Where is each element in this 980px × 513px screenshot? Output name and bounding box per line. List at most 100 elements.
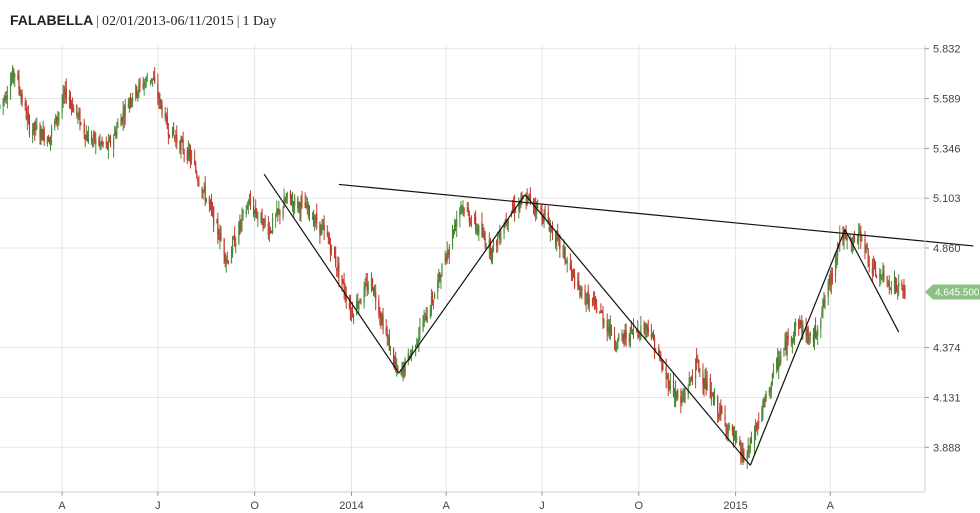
candle-body: [108, 139, 111, 142]
candle-body: [61, 103, 63, 113]
candle-body: [746, 453, 748, 460]
candle-body: [432, 300, 435, 303]
candle-body: [299, 204, 301, 213]
candle-body: [814, 326, 817, 337]
candle-body: [658, 347, 660, 354]
candle-body: [27, 112, 30, 118]
candle-body: [697, 359, 699, 362]
candle-body: [736, 438, 738, 442]
candle-body: [173, 128, 175, 135]
candle-body: [816, 332, 818, 338]
candle-body: [282, 208, 284, 218]
candle-body: [18, 77, 20, 89]
candle-body: [297, 198, 299, 209]
candle-body: [43, 129, 45, 142]
candle-body: [630, 325, 632, 330]
trendline: [263, 173, 400, 374]
candle-body: [761, 409, 763, 422]
candle-body: [24, 102, 26, 107]
candle-body: [213, 207, 215, 226]
candle-body: [47, 136, 50, 142]
candle-body: [224, 254, 226, 262]
candle-body: [87, 134, 89, 144]
candle-body: [632, 327, 635, 336]
candle-body: [415, 345, 417, 348]
candle-body: [569, 263, 571, 271]
candle-body: [257, 216, 259, 218]
candle-body: [874, 267, 877, 276]
candle-body: [812, 334, 815, 342]
candle-body: [211, 209, 214, 211]
candle-body: [621, 334, 623, 336]
candle-body: [135, 84, 137, 98]
candle-body: [437, 280, 439, 293]
candle-body: [608, 327, 610, 332]
candle-body: [644, 328, 646, 334]
candle-body: [256, 212, 258, 218]
candle-body: [230, 252, 233, 264]
candle-body: [255, 207, 257, 214]
candle-body: [79, 111, 81, 127]
candle-body: [150, 78, 153, 80]
candle-body: [418, 336, 420, 343]
candle-body: [902, 288, 904, 290]
candle-body: [647, 327, 649, 333]
candle-body: [145, 78, 147, 81]
candle-body: [305, 202, 307, 209]
x-tick-label: O: [634, 500, 643, 512]
candle-body: [785, 340, 787, 353]
candle-body: [537, 205, 539, 208]
candle-body: [277, 208, 279, 213]
candle-body: [484, 237, 486, 246]
candle-body: [17, 75, 19, 79]
candle-body: [477, 228, 479, 233]
last-price-tag-shape: [925, 284, 980, 300]
candle-body: [402, 365, 404, 374]
candle-body: [794, 322, 797, 327]
candle-body: [179, 141, 181, 151]
candle-body: [448, 246, 450, 255]
candle-body: [403, 364, 405, 373]
candle-body: [731, 425, 734, 431]
candle-body: [703, 386, 705, 388]
candle-body: [898, 282, 900, 287]
candle-body: [146, 80, 148, 82]
candle-body: [689, 378, 691, 380]
candle-body: [897, 288, 899, 293]
candle-body: [158, 95, 160, 101]
candle-body: [306, 205, 308, 208]
candle-body: [83, 122, 85, 135]
candle-body: [550, 226, 553, 229]
candle-body: [688, 377, 690, 386]
candle-body: [68, 97, 71, 101]
candle-body: [667, 374, 669, 388]
candle-body: [411, 346, 414, 352]
candle-body: [431, 294, 434, 303]
candle-body: [901, 283, 903, 286]
candle-body: [231, 239, 234, 254]
candle-body: [270, 230, 273, 232]
candle-body: [385, 328, 387, 334]
candle-body: [798, 319, 800, 329]
candle-body: [754, 426, 757, 438]
candle-body: [240, 220, 242, 226]
candle-body: [837, 243, 839, 257]
candle-body: [176, 134, 178, 143]
candle-body: [314, 221, 316, 223]
candle-body: [440, 278, 442, 281]
candle-body: [13, 69, 15, 77]
candle-body: [80, 122, 82, 124]
candle-body: [98, 139, 100, 146]
candle-body: [584, 289, 586, 304]
candle-body: [895, 284, 898, 290]
candle-body: [677, 389, 679, 398]
candle-body: [556, 233, 558, 244]
candle-body: [220, 233, 222, 241]
candle-body: [294, 197, 296, 206]
candle-body: [776, 359, 778, 369]
candle-body: [174, 135, 176, 138]
candle-body: [603, 321, 605, 324]
candle-body: [216, 221, 218, 223]
candle-body: [836, 257, 838, 263]
